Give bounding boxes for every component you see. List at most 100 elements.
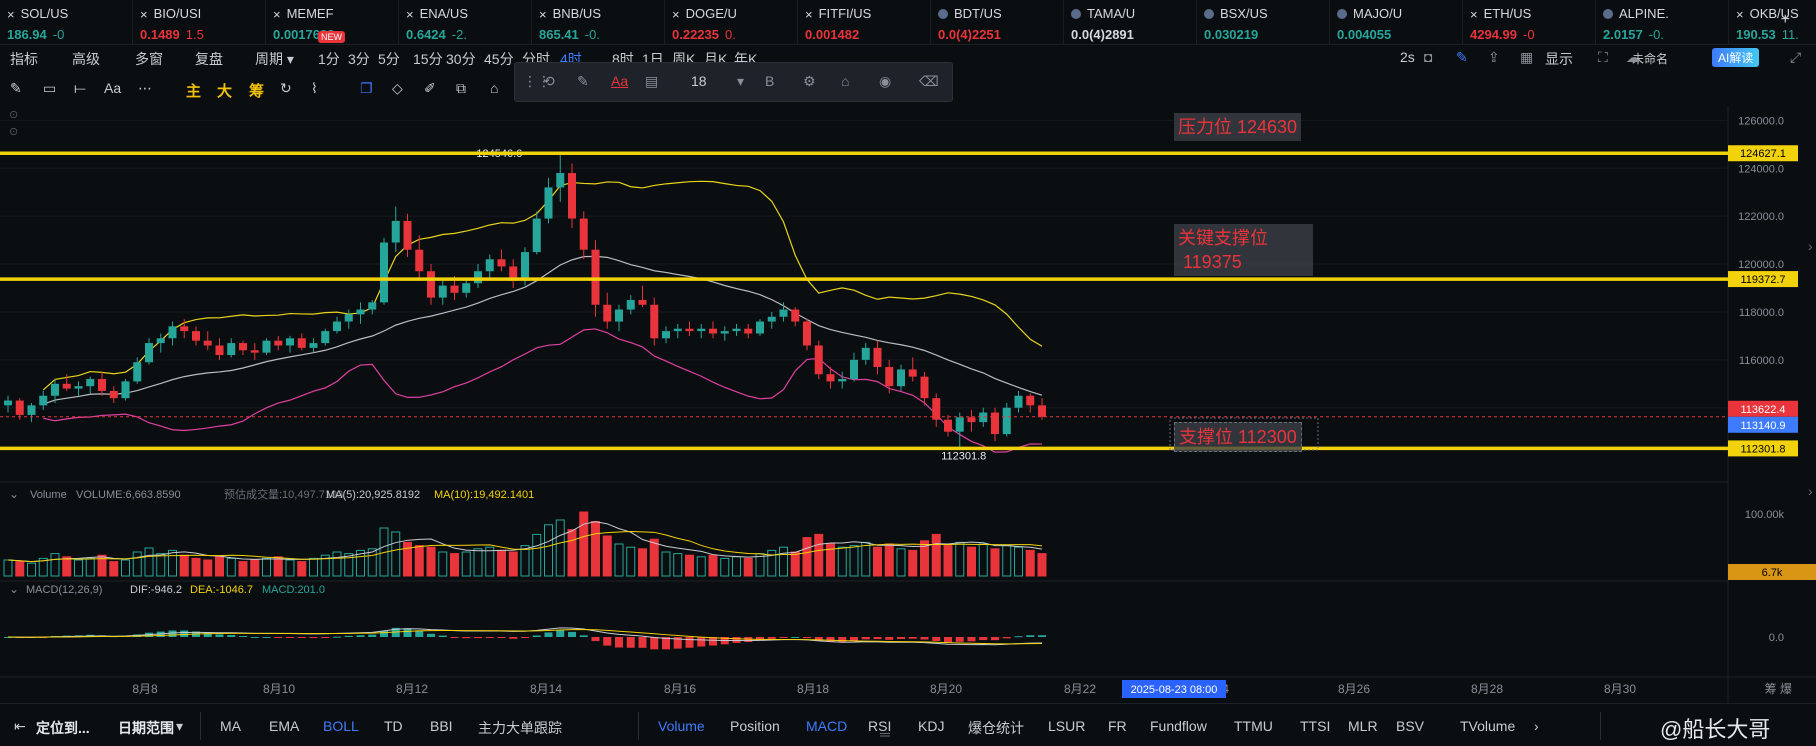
edit-icon[interactable]: ✎ [577, 73, 589, 89]
candle-body[interactable] [168, 326, 177, 339]
candle-body[interactable] [262, 340, 271, 353]
candle-body[interactable] [732, 328, 741, 332]
tab-main-indicator[interactable]: 主力大单跟踪 [478, 720, 562, 736]
candle-body[interactable] [697, 328, 706, 332]
candle-body[interactable] [603, 304, 612, 322]
candle-body[interactable] [309, 343, 318, 348]
tab-main-indicator[interactable]: EMA [269, 718, 300, 734]
candle-body[interactable] [51, 383, 59, 396]
candle-body[interactable] [897, 369, 905, 387]
candle-body[interactable] [932, 398, 941, 420]
candle-body[interactable] [826, 374, 835, 382]
toolbar-item[interactable]: 1分 [318, 49, 340, 69]
chips-button[interactable]: 筹 [249, 83, 265, 100]
candle-body[interactable] [121, 381, 130, 399]
candle-body[interactable] [532, 218, 541, 253]
candle-body[interactable] [286, 338, 294, 346]
candle-body[interactable] [709, 328, 717, 334]
tab-sub-indicator[interactable]: Position [730, 718, 780, 734]
candle-body[interactable] [744, 328, 753, 334]
price-chart[interactable]: 126000.0 124000.0 122000.0 120000.0 118000.0… [0, 106, 1816, 703]
candle-body[interactable] [74, 386, 83, 389]
display-button[interactable]: 显示 [1545, 51, 1573, 67]
toolbar-item[interactable]: 多窗 [135, 49, 163, 69]
main-force-button[interactable]: 主 [186, 83, 202, 100]
tab-sub-indicator[interactable]: MLR [1348, 718, 1378, 734]
ticker-item[interactable]: × DOGE/U 0.22235 0. [665, 0, 798, 44]
ticker-item[interactable]: × SOL/US 186.94 -0 [0, 0, 133, 44]
ticker-item[interactable]: × ENA/US 0.6424 -2. [399, 0, 532, 44]
candle-body[interactable] [62, 383, 71, 389]
goto-icon[interactable]: ⇤ [14, 718, 26, 734]
pen-icon[interactable]: ✎ [1456, 49, 1468, 65]
drag-handle-icon[interactable]: ⋮⋮ [523, 73, 551, 89]
candle-body[interactable] [462, 283, 471, 293]
tab-main-indicator[interactable]: BBI [430, 718, 453, 734]
tab-sub-indicator[interactable]: Fundflow [1150, 718, 1207, 734]
ticker-item[interactable]: × FITFI/US 0.001482 [798, 0, 931, 44]
lock-icon[interactable]: ⌂ [841, 73, 850, 89]
dropdown-icon[interactable]: ▾ [737, 73, 745, 89]
toolbar-item[interactable]: 指标 [10, 49, 38, 69]
candle-body[interactable] [838, 379, 847, 382]
candle-body[interactable] [568, 173, 576, 219]
candle-body[interactable] [109, 390, 118, 399]
toolbar-item[interactable]: 周期 ▾ [255, 49, 294, 69]
candle-body[interactable] [391, 220, 400, 243]
candle-body[interactable] [250, 350, 259, 353]
candle-body[interactable] [15, 400, 24, 415]
candle-body[interactable] [1038, 405, 1046, 417]
candle-body[interactable] [767, 316, 776, 322]
refresh-interval[interactable]: 2s [1400, 49, 1415, 65]
candle-body[interactable] [955, 417, 964, 432]
candle-body[interactable] [474, 271, 482, 284]
candle-body[interactable] [615, 309, 623, 322]
tab-main-indicator[interactable]: TD [384, 718, 403, 734]
candle-body[interactable] [156, 338, 165, 344]
candle-body[interactable] [850, 359, 858, 379]
tab-sub-indicator[interactable]: BSV [1396, 718, 1425, 734]
lock-icon[interactable]: ⌂ [490, 80, 499, 96]
copy-icon[interactable]: ❐ [360, 80, 373, 96]
tab-sub-indicator[interactable]: FR [1108, 718, 1127, 734]
candle-body[interactable] [673, 328, 682, 332]
tab-main-indicator[interactable]: BOLL [323, 718, 359, 734]
toolbar-item[interactable]: 3分 [348, 49, 370, 69]
candle-body[interactable] [356, 309, 365, 315]
candle-body[interactable] [380, 242, 388, 303]
candle-body[interactable] [908, 369, 917, 377]
cycle-icon[interactable]: ↻ [280, 80, 292, 96]
key-support-annotation[interactable]: 关键支撑位 119375 [1174, 224, 1313, 276]
tab-sub-indicator[interactable]: MACD [806, 718, 848, 734]
resistance-annotation[interactable]: 压力位 124630 [1174, 113, 1302, 141]
goto-button[interactable]: 定位到... [36, 720, 90, 736]
candle-body[interactable] [556, 173, 565, 188]
candle-body[interactable] [685, 328, 694, 332]
candle-body[interactable] [403, 220, 412, 250]
ticker-item[interactable]: × ETH/US 4294.99 -0 [1463, 0, 1596, 44]
toolbar-item[interactable]: 高级 [72, 49, 100, 69]
candle-body[interactable] [333, 321, 341, 332]
candle-body[interactable] [638, 299, 647, 305]
ticker-item[interactable]: × OKB/US 190.53 11. [1729, 0, 1816, 44]
candle-body[interactable] [544, 187, 553, 219]
candle-body[interactable] [650, 304, 659, 339]
candle-body[interactable] [274, 340, 283, 346]
candle-body[interactable] [239, 343, 247, 351]
candle-body[interactable] [203, 340, 212, 346]
candle-body[interactable] [133, 362, 142, 382]
ticker-item[interactable]: TAMA/U 0.0(4)2891 [1064, 0, 1197, 44]
candle-body[interactable] [579, 218, 588, 250]
ticker-item[interactable]: MAJO/U 0.004055 [1330, 0, 1463, 44]
candle-body[interactable] [1002, 407, 1011, 435]
candle-body[interactable] [814, 345, 823, 375]
toolbar-item[interactable]: 复盘 [195, 49, 223, 69]
candle-body[interactable] [991, 412, 999, 435]
paint-icon[interactable]: ✐ [424, 80, 436, 96]
candle-body[interactable] [180, 326, 189, 332]
maximize-icon[interactable]: ⤢ [1790, 49, 1802, 65]
candle-body[interactable] [368, 302, 377, 310]
candle-body[interactable] [27, 405, 36, 415]
line-icon[interactable]: ⟝ [74, 80, 86, 96]
eye-icon[interactable]: ◉ [879, 73, 892, 89]
